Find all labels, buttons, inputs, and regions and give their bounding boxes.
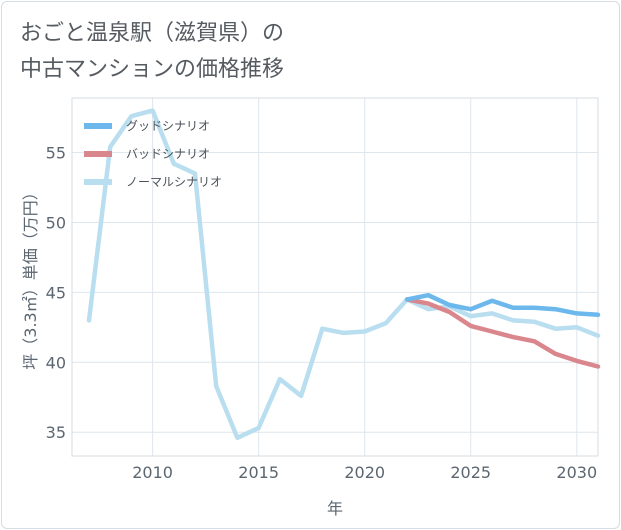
y-tick-label: 40 <box>46 353 66 372</box>
series-line-2 <box>86 108 601 441</box>
x-tick-label: 2015 <box>238 463 279 482</box>
title-line-2: 中古マンションの価格推移 <box>20 57 285 82</box>
x-tick-label: 2030 <box>556 463 597 482</box>
chart-title: おごと温泉駅（滋賀県）の 中古マンションの価格推移 <box>20 16 284 88</box>
y-axis-title: 坪（3.3㎡）単価（万円） <box>21 184 40 369</box>
series-line-0 <box>404 292 601 318</box>
title-line-1: おごと温泉駅（滋賀県）の <box>20 21 285 46</box>
x-tick-label: 2020 <box>344 463 385 482</box>
series-lines <box>86 108 601 441</box>
legend-label: ノーマルシナリオ <box>126 175 222 189</box>
series-line-1 <box>404 297 601 369</box>
x-tick-label: 2025 <box>450 463 491 482</box>
x-axis-title: 年 <box>327 499 343 518</box>
y-tick-label: 55 <box>46 144 66 163</box>
y-axis-ticks: 35 40 45 50 55 <box>46 144 66 443</box>
plot-area-border <box>71 97 599 457</box>
legend-label: グッドシナリオ <box>126 119 210 133</box>
y-tick-label: 50 <box>46 213 66 232</box>
y-tick-label: 45 <box>46 283 66 302</box>
y-tick-label: 35 <box>46 423 66 442</box>
legend-label: バッドシナリオ <box>126 147 210 161</box>
x-axis-ticks: 2010 2015 2020 2025 2030 <box>132 463 597 482</box>
grid-lines <box>72 98 598 456</box>
x-tick-label: 2010 <box>132 463 173 482</box>
